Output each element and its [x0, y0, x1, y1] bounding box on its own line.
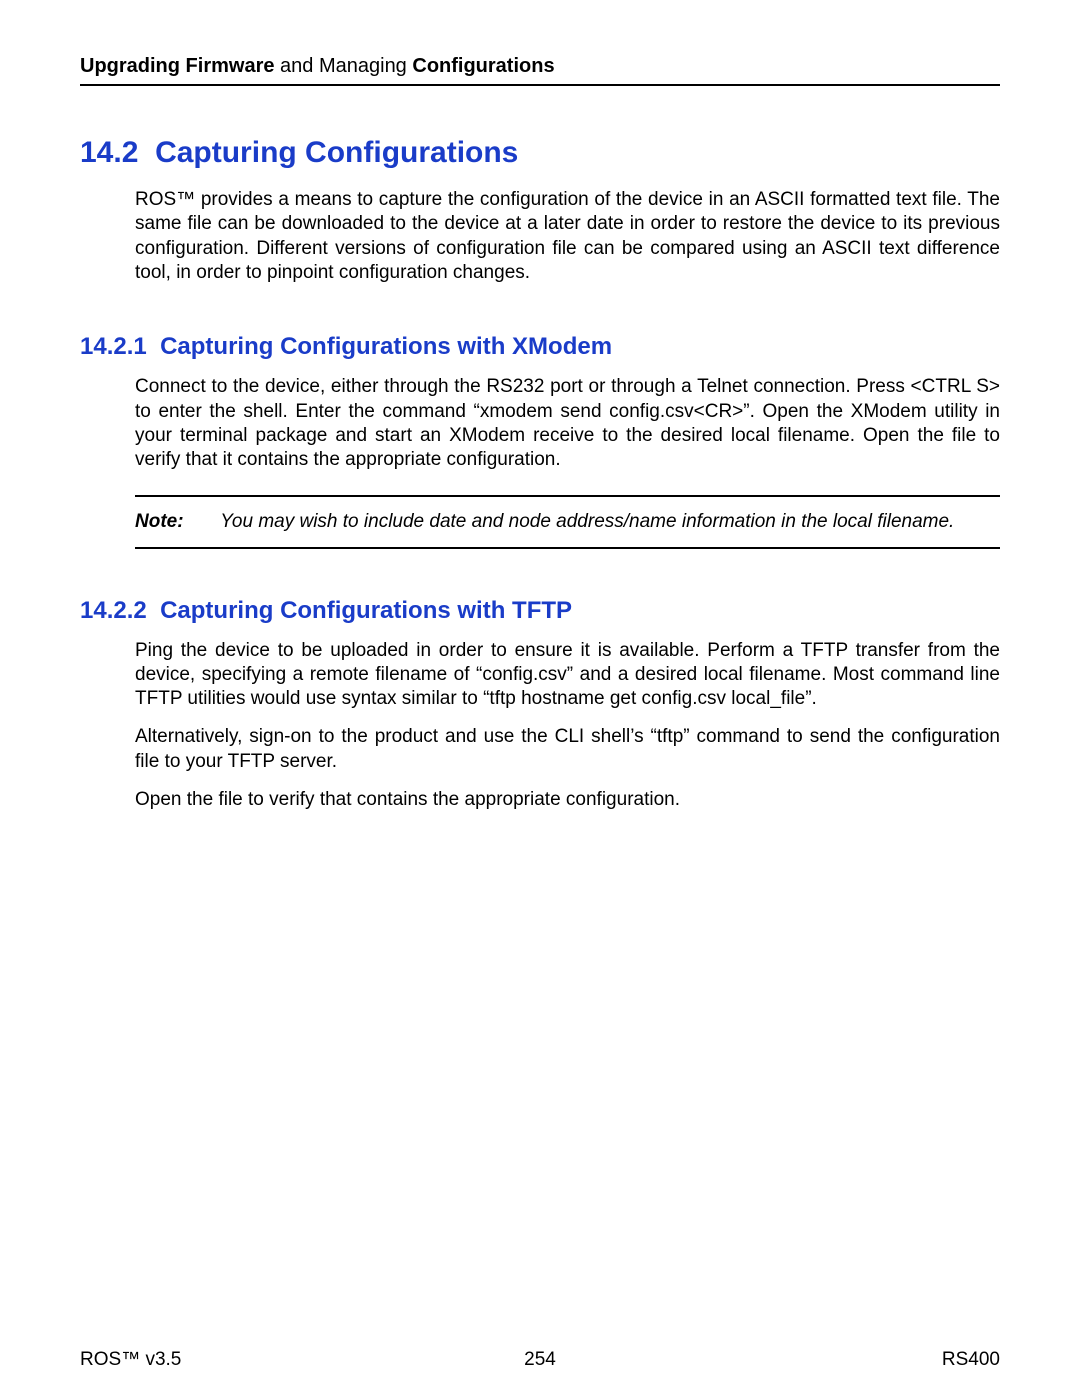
section-body: ROS™ provides a means to capture the con…	[135, 188, 1000, 285]
subsection-2-number: 14.2.2	[80, 597, 147, 624]
footer-right: RS400	[942, 1349, 1000, 1371]
page: Upgrading Firmware and Managing Configur…	[0, 0, 1080, 1397]
subsection-2-title: Capturing Configurations with TFTP	[160, 597, 572, 624]
note-block: Note: You may wish to include date and n…	[135, 495, 1000, 549]
subsection-1-heading: 14.2.1 Capturing Configurations with XMo…	[80, 333, 1000, 361]
subsection-2-paragraph-1: Ping the device to be uploaded in order …	[135, 639, 1000, 712]
footer-left: ROS™ v3.5	[80, 1349, 181, 1371]
header-part3: Configurations	[412, 55, 554, 77]
note-label: Note:	[135, 511, 215, 533]
subsection-2-heading: 14.2.2 Capturing Configurations with TFT…	[80, 597, 1000, 625]
note-text: You may wish to include date and node ad…	[220, 511, 954, 532]
intro-paragraph: ROS™ provides a means to capture the con…	[135, 188, 1000, 285]
subsection-2-body: Ping the device to be uploaded in order …	[135, 639, 1000, 813]
section-heading: 14.2 Capturing Configurations	[80, 136, 1000, 170]
subsection-1-body: Connect to the device, either through th…	[135, 375, 1000, 472]
subsection-1-title: Capturing Configurations with XModem	[160, 333, 612, 360]
footer-page-number: 254	[524, 1349, 556, 1371]
section-number: 14.2	[80, 136, 138, 169]
header-part1: Upgrading Firmware	[80, 55, 274, 77]
subsection-1-number: 14.2.1	[80, 333, 147, 360]
subsection-2-paragraph-2: Alternatively, sign-on to the product an…	[135, 725, 1000, 774]
running-header: Upgrading Firmware and Managing Configur…	[80, 55, 1000, 86]
section-title: Capturing Configurations	[155, 136, 518, 169]
subsection-2-paragraph-3: Open the file to verify that contains th…	[135, 788, 1000, 812]
header-part2: and Managing	[274, 55, 412, 77]
subsection-1-paragraph: Connect to the device, either through th…	[135, 375, 1000, 472]
